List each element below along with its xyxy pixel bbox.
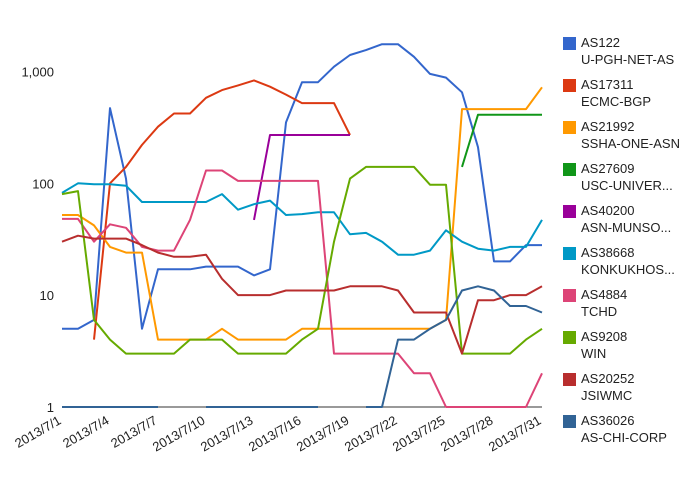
legend-series-name: AS38668 [581,245,635,260]
legend-swatch [563,247,576,260]
series-lines [61,43,543,408]
legend-series-subname: USC-UNIVER... [581,178,673,193]
series-line-as21992 [62,86,543,341]
y-tick-label: 10 [40,288,54,303]
legend-label: AS38668 KONKUKHOS... [581,244,675,278]
legend-label: AS17311 ECMC-BGP [581,76,651,110]
legend-item: AS36026 AS-CHI-CORP [561,412,691,454]
x-tick-label: 2013/7/4 [60,413,111,451]
legend-item: AS20252 JSIWMC [561,370,691,412]
legend-series-subname: ECMC-BGP [581,94,652,109]
legend-series-name: AS9208 [581,329,628,344]
legend-swatch [563,79,576,92]
legend-item: AS40200 ASN-MUNSO... [561,202,691,244]
legend-item: AS21992 SSHA-ONE-ASN [561,118,691,160]
legend-series-name: AS27609 [581,161,635,176]
legend-item: AS17311 ECMC-BGP [561,76,691,118]
series-line-as36026 [62,285,543,408]
x-tick-label: 2013/7/31 [486,413,544,455]
series-line-as27609 [461,113,542,168]
legend-series-subname: WIN [581,346,607,361]
legend-label: AS20252 JSIWMC [581,370,635,404]
legend-series-subname: KONKUKHOS... [581,262,675,277]
legend-series-name: AS122 [581,35,621,50]
legend-series-name: AS17311 [581,77,634,92]
series-line-as20252 [61,234,543,355]
x-tick-label: 2013/7/10 [150,413,208,455]
legend-label: AS27609 USC-UNIVER... [581,160,673,194]
legend-series-name: AS21992 [581,119,635,134]
legend-series-subname: AS-CHI-CORP [581,430,667,445]
series-line-as4884 [62,169,543,408]
legend-swatch [563,331,576,344]
legend-series-subname: ASN-MUNSO... [581,220,672,235]
legend-series-subname: JSIWMC [581,388,633,403]
legend-label: AS4884 TCHD [581,286,627,320]
legend-series-subname: SSHA-ONE-ASN [581,136,680,151]
legend-series-subname: TCHD [581,304,618,319]
series-line-as38668 [61,182,543,256]
legend: AS122 U-PGH-NET-AS AS17311 ECMC-BGP AS21992 S… [561,34,691,454]
x-tick-label: 2013/7/22 [342,413,400,455]
legend-label: AS21992 SSHA-ONE-ASN [581,118,680,152]
legend-series-subname: U-PGH-NET-AS [581,52,675,67]
legend-item: AS27609 USC-UNIVER... [561,160,691,202]
series-line-as122 [62,43,542,330]
legend-swatch [563,289,576,302]
legend-swatch [563,121,576,134]
x-tick-label: 2013/7/16 [246,413,304,455]
legend-swatch [563,163,576,176]
x-tick-label: 2013/7/28 [438,413,496,455]
legend-swatch [563,205,576,218]
legend-item: AS4884 TCHD [561,286,691,328]
y-tick-label: 1,000 [21,64,54,79]
legend-swatch [563,373,576,386]
y-axis-ticks: 1 10 100 1,000 [21,64,54,415]
x-tick-label: 2013/7/19 [294,413,352,455]
x-axis-ticks: 2013/7/12013/7/42013/7/72013/7/102013/7/… [12,413,543,455]
legend-item: AS9208 WIN [561,328,691,370]
legend-item: AS38668 KONKUKHOS... [561,244,691,286]
x-tick-label: 2013/7/25 [390,413,448,455]
legend-item: AS122 U-PGH-NET-AS [561,34,691,76]
legend-label: AS40200 ASN-MUNSO... [581,202,671,236]
legend-series-name: AS40200 [581,203,635,218]
x-tick-label: 2013/7/13 [198,413,256,455]
legend-label: AS36026 AS-CHI-CORP [581,412,667,446]
y-tick-label: 1 [47,400,54,415]
x-tick-label: 2013/7/1 [12,413,63,451]
series-line-as40200 [253,134,350,221]
legend-label: AS122 U-PGH-NET-AS [581,34,674,68]
series-line-as17311 [93,79,351,340]
legend-swatch [563,37,576,50]
legend-label: AS9208 WIN [581,328,627,362]
legend-series-name: AS36026 [581,413,635,428]
y-tick-label: 100 [32,176,54,191]
legend-swatch [563,415,576,428]
legend-series-name: AS4884 [581,287,628,302]
legend-series-name: AS20252 [581,371,635,386]
